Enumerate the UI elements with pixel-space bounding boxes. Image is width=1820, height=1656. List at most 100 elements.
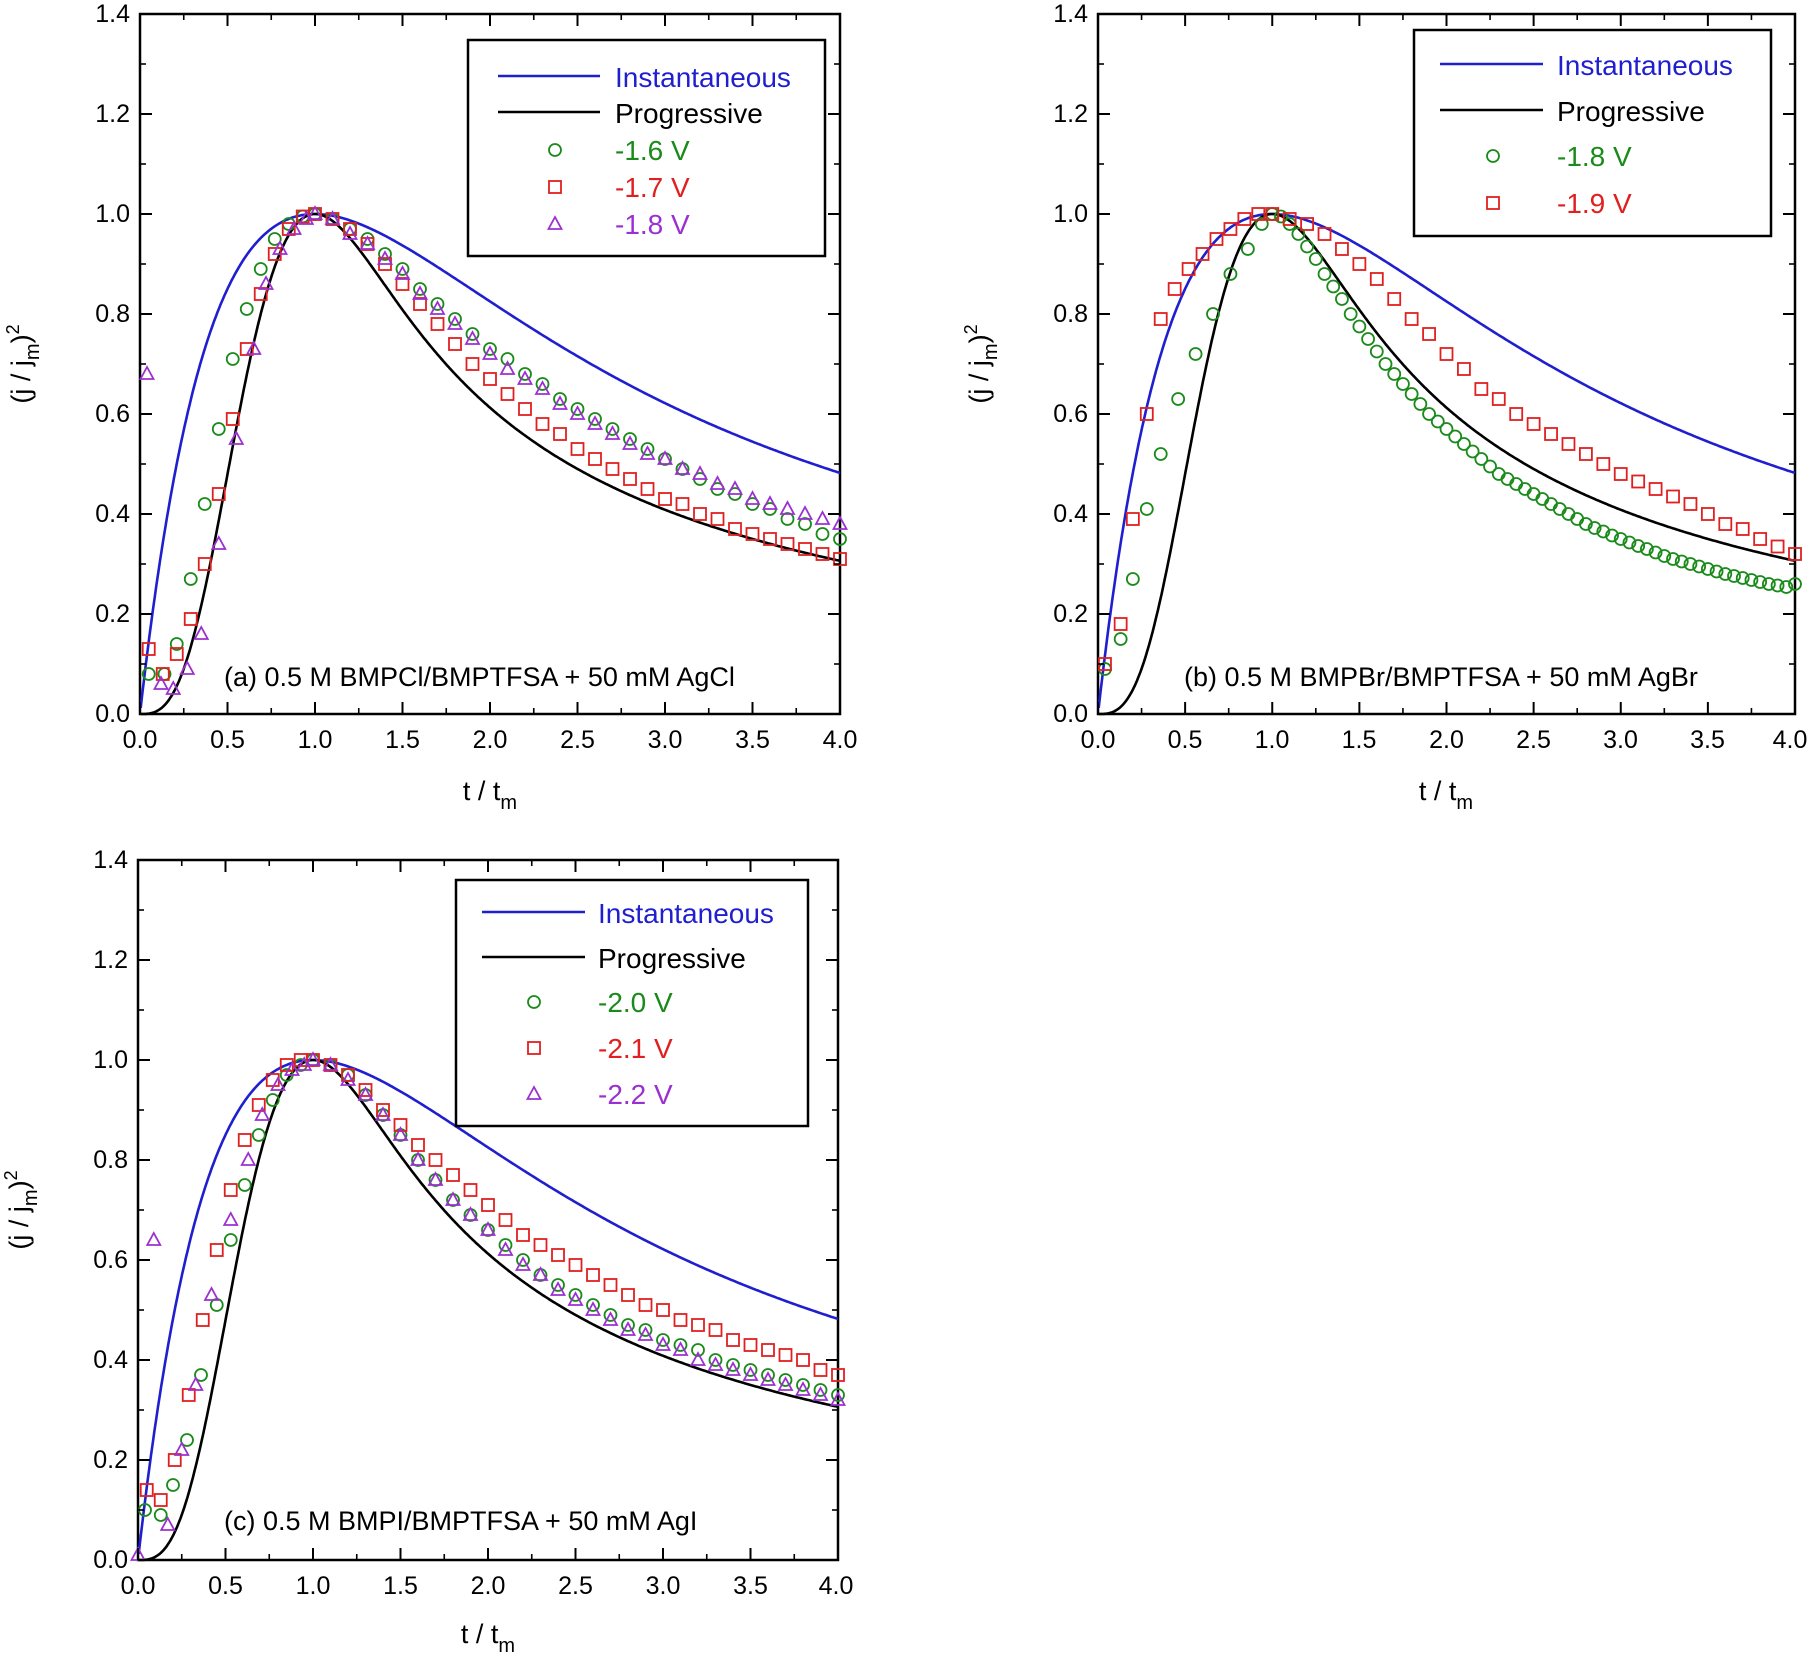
data-point-a-0-40 (798, 517, 812, 531)
data-point-b-0-60 (1692, 559, 1707, 574)
data-point-b-0-14 (1291, 227, 1306, 241)
data-point-a-0-31 (640, 442, 655, 456)
data-point-a-0-0 (141, 667, 156, 681)
data-point-c-2-17 (392, 1126, 409, 1141)
legend-marker-a-2 (546, 215, 564, 230)
data-point-c-1-7 (237, 1133, 252, 1147)
x-tick-label-a-3: 1.5 (385, 726, 420, 754)
data-point-a-2-16 (376, 250, 394, 265)
data-point-c-0-38 (761, 1368, 775, 1382)
data-point-a-0-23 (500, 352, 515, 366)
data-point-c-1-20 (446, 1168, 460, 1182)
data-point-a-2-19 (429, 300, 446, 315)
data-point-c-0-9 (265, 1093, 280, 1107)
y-axis-title-c-sup: 2 (1, 1170, 21, 1180)
data-point-b-1-29 (1561, 437, 1576, 451)
data-point-c-1-25 (533, 1238, 548, 1252)
data-point-b-0-31 (1439, 422, 1454, 436)
data-point-c-0-23 (498, 1238, 513, 1252)
data-point-b-0-64 (1727, 569, 1741, 583)
data-point-b-1-26 (1509, 407, 1524, 421)
data-point-a-1-41 (815, 547, 830, 561)
panel-b: 0.0 0.2 0.4 0.6 0.8 1.0 1.2 1.4 0.0 0.5 … (961, 0, 1807, 814)
data-point-c-2-42 (829, 1391, 847, 1406)
data-point-c-2-9 (269, 1076, 287, 1091)
data-point-a-1-31 (640, 482, 655, 496)
data-point-a-1-26 (553, 427, 567, 441)
y-tick-label-a-1: 0.2 (95, 600, 130, 628)
data-point-c-2-29 (602, 1311, 619, 1326)
y-axis-title-b-main: (j / j (964, 360, 994, 404)
data-point-c-1-18 (411, 1138, 425, 1152)
data-point-a-2-12 (306, 205, 324, 220)
data-point-b-1-1 (1113, 617, 1128, 631)
x-tick-label-b-1: 0.5 (1168, 726, 1203, 754)
data-point-c-0-33 (673, 1338, 688, 1352)
x-tick-label-a-0: 0.0 (123, 726, 158, 754)
data-point-c-1-6 (223, 1183, 238, 1197)
data-point-a-1-3 (183, 612, 198, 626)
data-point-a-0-29 (605, 422, 620, 436)
data-point-a-2-3 (179, 660, 196, 675)
data-point-a-1-39 (780, 537, 795, 551)
data-point-b-1-4 (1153, 312, 1168, 326)
x-axis-title-a-main: t / t (463, 776, 501, 806)
y-tick-label-a-5: 1.0 (95, 200, 130, 228)
data-point-a-2-35 (709, 475, 726, 490)
progressive-curve-a (140, 212, 841, 716)
data-point-c-2-14 (339, 1071, 357, 1086)
instantaneous-curve-b (1097, 212, 1796, 709)
data-point-c-2-34 (689, 1351, 707, 1366)
data-point-b-0-58 (1674, 554, 1689, 569)
data-point-c-2-21 (462, 1206, 479, 1221)
data-point-c-2-19 (427, 1171, 444, 1186)
series-markers-a (138, 205, 849, 695)
data-point-b-0-34 (1465, 444, 1480, 459)
x-tick-label-b-8: 4.0 (1773, 726, 1808, 754)
x-tick-label-a-8: 4.0 (823, 726, 858, 754)
data-point-c-0-8 (251, 1128, 266, 1142)
data-point-b-1-18 (1369, 272, 1384, 286)
data-point-b-1-16 (1335, 242, 1349, 256)
data-point-a-0-30 (623, 432, 637, 446)
y-tick-label-b-5: 1.0 (1053, 200, 1088, 228)
data-point-c-2-12 (304, 1051, 322, 1066)
data-point-b-1-36 (1683, 497, 1698, 511)
y-axis-title-c: (j / jm)2 (1, 1170, 42, 1249)
y-tick-label-a-4: 0.8 (95, 300, 130, 328)
data-point-a-1-29 (605, 462, 620, 476)
data-point-b-0-62 (1709, 564, 1724, 579)
instantaneous-curve-c (137, 1058, 839, 1555)
y-tick-label-a-2: 0.4 (95, 500, 130, 528)
data-point-b-0-55 (1648, 545, 1663, 560)
data-point-a-0-26 (553, 392, 567, 406)
data-point-a-1-22 (483, 372, 497, 386)
data-point-a-2-26 (551, 395, 569, 410)
data-point-a-0-18 (413, 282, 427, 296)
data-point-b-0-33 (1457, 437, 1471, 451)
x-tick-label-b-6: 3.0 (1603, 726, 1638, 754)
data-point-b-0-47 (1579, 517, 1593, 531)
data-point-c-2-36 (724, 1361, 742, 1376)
data-point-b-0-23 (1369, 344, 1384, 359)
data-point-c-0-41 (813, 1383, 828, 1397)
legend-marker-c-1 (527, 1041, 541, 1055)
data-point-b-1-24 (1474, 382, 1489, 396)
y-tick-label-b-1: 0.2 (1053, 600, 1088, 628)
data-point-c-1-3 (181, 1388, 196, 1402)
legend-marker-b-1 (1486, 196, 1500, 210)
data-point-c-1-30 (621, 1288, 635, 1302)
data-point-a-2-5 (210, 535, 227, 550)
data-point-a-1-18 (413, 297, 427, 311)
data-point-b-0-56 (1657, 549, 1672, 563)
data-point-c-1-0 (139, 1483, 154, 1497)
data-point-b-1-21 (1422, 327, 1436, 341)
data-point-c-2-4 (187, 1376, 204, 1391)
legend-marker-shape (1486, 196, 1500, 210)
axis-ticks-b (1097, 13, 1796, 715)
legend-marker-shape (527, 1041, 541, 1055)
data-point-b-0-49 (1596, 524, 1611, 539)
data-point-a-2-15 (359, 235, 376, 250)
data-point-b-1-8 (1209, 232, 1224, 246)
data-point-c-1-24 (516, 1228, 530, 1242)
